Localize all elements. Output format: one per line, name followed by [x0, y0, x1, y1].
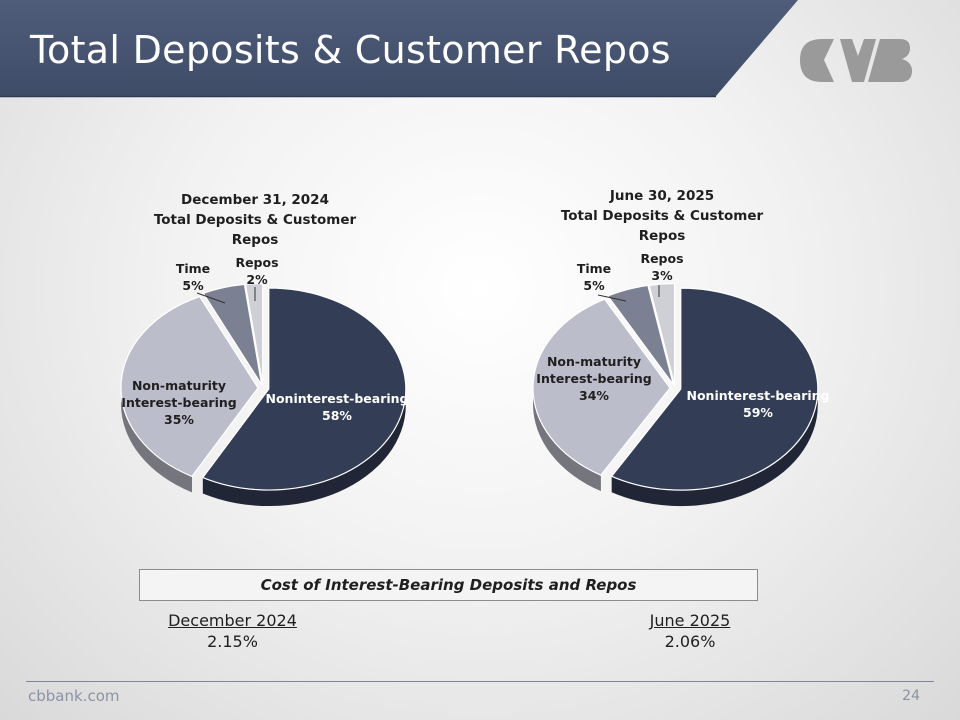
- pie-slice-side: [611, 389, 818, 507]
- pie-slice-non-maturity-interest-bearing: [532, 298, 671, 476]
- cost-item-jun-2025: June 2025 2.06%: [615, 610, 765, 652]
- slice-label: Noninterest-bearing 59%: [687, 388, 830, 420]
- cost-item-dec-2024: December 2024 2.15%: [150, 610, 315, 652]
- pie-slice-time: [202, 283, 263, 385]
- pie-chart-dec-2024: Noninterest-bearing 58% Non-maturity Intere…: [120, 255, 409, 507]
- pie-slice-side: [121, 387, 193, 493]
- slice-label: Time 5%: [176, 261, 210, 293]
- slice-label: Noninterest-bearing 58%: [266, 391, 409, 423]
- cost-label: June 2025: [649, 611, 731, 630]
- slice-label: Non-maturity Interest-bearing 34%: [536, 354, 651, 403]
- pie-slice-repos: [244, 282, 264, 385]
- pie-slice-non-maturity-interest-bearing: [120, 295, 259, 478]
- pie-slice-time: [606, 284, 674, 386]
- slice-label: Non-maturity Interest-bearing 35%: [121, 378, 236, 427]
- header-band: [0, 0, 798, 98]
- pie-slice-side: [533, 387, 601, 492]
- footer-divider: [26, 681, 934, 682]
- slice-label: Time 5%: [577, 261, 611, 293]
- page-number: 24: [902, 688, 920, 704]
- pie-slice-repos: [648, 282, 676, 385]
- cost-value: 2.06%: [664, 632, 716, 651]
- slice-label: Repos 3%: [640, 251, 683, 283]
- cost-value: 2.15%: [207, 632, 258, 651]
- slice-label: Repos 2%: [235, 255, 278, 287]
- chart-title-jun-2025: June 30, 2025 Total Deposits & Customer …: [560, 188, 764, 244]
- cost-label: December 2024: [168, 611, 297, 630]
- page-title: Total Deposits & Customer Repos: [30, 28, 671, 72]
- leader-line: [597, 294, 627, 302]
- pie-slice-noninterest-bearing: [610, 287, 819, 491]
- footer-website: cbbank.com: [28, 687, 120, 705]
- pie-chart-jun-2025: Noninterest-bearing 59% Non-maturity Intere…: [532, 251, 830, 507]
- chart-title-dec-2024: December 31, 2024 Total Deposits & Custo…: [153, 192, 357, 248]
- leader-line: [196, 292, 226, 304]
- pie-slice-noninterest-bearing: [201, 287, 407, 491]
- pie-slice-side: [202, 389, 406, 507]
- cost-box-title: Cost of Interest-Bearing Deposits and Re…: [139, 569, 758, 601]
- cvb-logo-icon: [800, 39, 912, 82]
